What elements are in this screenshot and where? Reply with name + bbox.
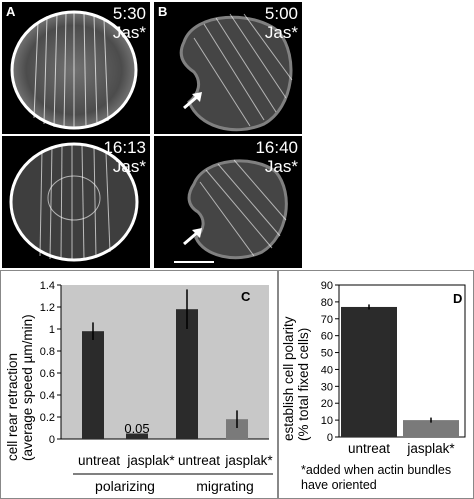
panel-b-bottom: 16:40 Jas* (154, 136, 302, 268)
chart-d-ytick-label: 20 (321, 398, 333, 410)
panel-a-top: A 5:30 Jas* (2, 2, 150, 134)
chart-d-ytick-label: 0 (327, 432, 333, 444)
chart-c-ytick-label: 0.2 (40, 412, 55, 424)
arrow-marker-bottom (183, 228, 202, 246)
chart-c-panel-label: C (241, 289, 251, 304)
chart-d-ytick-label: 40 (321, 364, 333, 376)
panel-a-bottom: 16:13 Jas* (2, 136, 150, 268)
b-bottom-time: 16:40 Jas* (255, 138, 298, 176)
chart-d-panel-label: D (453, 291, 462, 306)
panel-a-label: A (6, 4, 16, 19)
chart-c-group-label: polarizing (95, 478, 155, 494)
micrograph-figure: A 5:30 Jas* 16:13 Jas* (2, 2, 302, 268)
a-top-time: 5:30 Jas* (112, 4, 146, 42)
chart-c-category-label: jasplak* (126, 453, 175, 468)
chart-c-ytick-label: 1.4 (40, 280, 55, 292)
chart-d-footnote: *added when actin bundles have oriented (301, 463, 452, 492)
chart-d-category-label: jasplak* (406, 441, 455, 456)
chart-c-ytick-label: 0 (49, 434, 55, 446)
chart-d-ytick-label: 70 (321, 314, 333, 326)
chart-d-plot-area (338, 284, 466, 438)
chart-c-value-label: 0.05 (124, 421, 149, 436)
chart-d-ytick-label: 80 (321, 297, 333, 309)
chart-d-category-label: untreat (348, 441, 390, 456)
chart-c-ytick-label: 0.8 (40, 346, 55, 358)
b-top-time: 5:00 Jas* (264, 4, 298, 42)
chart-c-category-label: untreat (78, 453, 120, 468)
a-bottom-time: 16:13 Jas* (103, 138, 146, 176)
arrow-marker-top (183, 92, 202, 110)
chart-d-ytick-label: 60 (321, 331, 333, 343)
chart-c-bar (176, 309, 198, 439)
chart-c-bar (82, 331, 104, 439)
chart-c-ytick-label: 0.4 (40, 390, 55, 402)
cell-image-b-bottom (174, 159, 288, 263)
chart-d-bar (341, 306, 397, 437)
chart-c-ytick-label: 1.2 (40, 302, 55, 314)
chart-d-ytick-label: 10 (321, 415, 333, 427)
chart-d-ytick-label: 30 (321, 381, 333, 393)
chart-c-bar (126, 433, 148, 439)
chart-d-ytick-label: 50 (321, 348, 333, 360)
chart-c-bar (226, 419, 248, 439)
cell-image-a-top (10, 10, 138, 130)
chart-c: cell rear retraction (average speed µm/m… (0, 270, 278, 499)
chart-d-ytick-label: 90 (321, 280, 333, 292)
cell-image-a-bottom (9, 142, 139, 262)
cell-image-b-top (179, 13, 293, 132)
chart-c-category-label: untreat (178, 453, 220, 468)
chart-d-bar (403, 420, 459, 437)
chart-c-group-label: migrating (196, 478, 254, 494)
chart-c-category-label: jasplak* (224, 453, 273, 468)
panel-b-top: B 5:00 Jas* (154, 2, 302, 134)
chart-c-ytick-label: 0.6 (40, 368, 55, 380)
panel-b-label: B (158, 4, 168, 19)
chart-d: establish cell polarity (% total fixed c… (278, 270, 474, 499)
chart-c-ytick-label: 1 (49, 324, 55, 336)
